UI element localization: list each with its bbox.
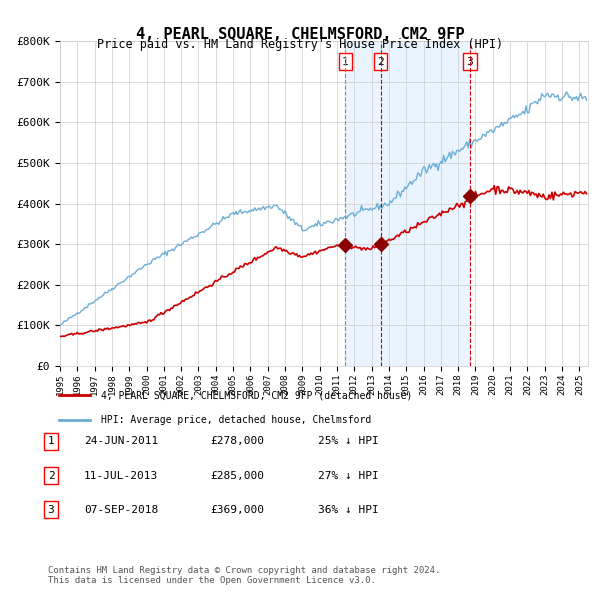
Text: 07-SEP-2018: 07-SEP-2018 <box>84 505 158 514</box>
Text: £278,000: £278,000 <box>210 437 264 446</box>
Text: 4, PEARL SQUARE, CHELMSFORD, CM2 9FP: 4, PEARL SQUARE, CHELMSFORD, CM2 9FP <box>136 27 464 41</box>
Text: 25% ↓ HPI: 25% ↓ HPI <box>318 437 379 446</box>
Text: 4, PEARL SQUARE, CHELMSFORD, CM2 9FP (detached house): 4, PEARL SQUARE, CHELMSFORD, CM2 9FP (de… <box>101 391 412 401</box>
Text: Price paid vs. HM Land Registry's House Price Index (HPI): Price paid vs. HM Land Registry's House … <box>97 38 503 51</box>
Text: 1: 1 <box>342 57 349 67</box>
Text: 27% ↓ HPI: 27% ↓ HPI <box>318 471 379 480</box>
Bar <box>345 41 470 366</box>
Text: 11-JUL-2013: 11-JUL-2013 <box>84 471 158 480</box>
Text: 1: 1 <box>47 437 55 446</box>
Text: £285,000: £285,000 <box>210 471 264 480</box>
Text: 24-JUN-2011: 24-JUN-2011 <box>84 437 158 446</box>
Text: £369,000: £369,000 <box>210 505 264 514</box>
Text: 2: 2 <box>377 57 384 67</box>
Text: 3: 3 <box>467 57 473 67</box>
Text: Contains HM Land Registry data © Crown copyright and database right 2024.
This d: Contains HM Land Registry data © Crown c… <box>48 566 440 585</box>
Text: 2: 2 <box>47 471 55 480</box>
Text: 3: 3 <box>47 505 55 514</box>
Text: 36% ↓ HPI: 36% ↓ HPI <box>318 505 379 514</box>
Text: HPI: Average price, detached house, Chelmsford: HPI: Average price, detached house, Chel… <box>101 415 371 425</box>
